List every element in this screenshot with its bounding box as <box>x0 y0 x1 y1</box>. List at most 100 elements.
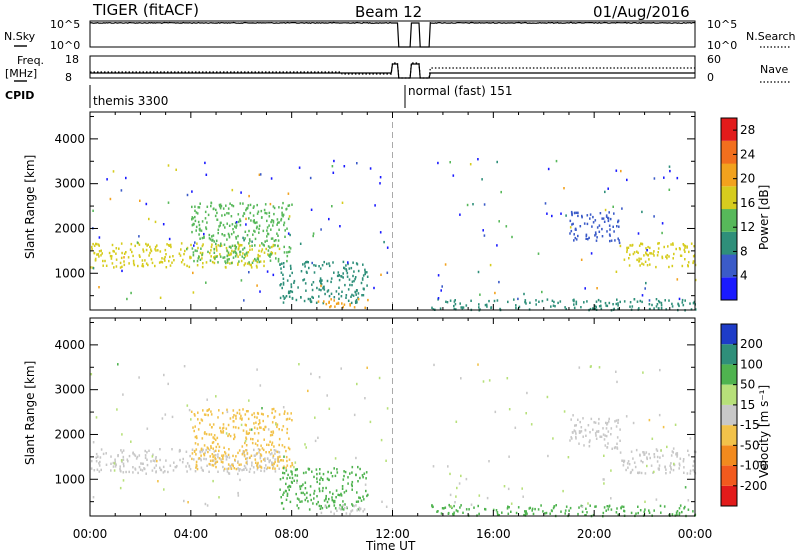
range-gate-cell <box>224 226 226 229</box>
range-gate-cell <box>253 229 255 233</box>
range-gate-cell <box>356 263 359 266</box>
range-gate-cell <box>622 464 625 467</box>
range-gate-cell <box>546 298 549 301</box>
range-gate-cell <box>617 219 620 223</box>
range-gate-cell <box>606 423 608 426</box>
range-gate-cell <box>668 255 670 258</box>
range-gate-cell <box>196 212 199 215</box>
range-gate-cell <box>542 510 544 513</box>
range-gate-cell <box>633 298 636 301</box>
range-gate-cell <box>245 208 247 212</box>
range-gate-cell <box>351 471 353 474</box>
range-gate-cell <box>190 418 192 421</box>
range-gate-cell <box>648 258 650 261</box>
range-gate-cell <box>258 260 261 264</box>
range-gate-cell <box>258 173 261 176</box>
range-gate-cell <box>352 504 354 507</box>
range-gate-cell <box>688 250 690 254</box>
range-gate-cell <box>453 300 456 303</box>
range-gate-cell <box>508 455 510 458</box>
range-gate-cell <box>320 476 322 479</box>
range-gate-cell <box>355 456 357 460</box>
range-gate-cell <box>203 232 205 236</box>
range-gate-cell <box>205 281 207 284</box>
range-gate-cell <box>197 418 199 421</box>
range-gate-cell <box>260 466 263 469</box>
range-gate-cell <box>285 295 288 298</box>
range-gate-cell <box>334 457 337 460</box>
range-gate-cell <box>186 264 188 268</box>
range-gate-cell <box>508 506 510 509</box>
range-gate-cell <box>197 246 199 250</box>
range-gate-cell <box>171 448 173 451</box>
range-gate-cell <box>603 220 606 223</box>
range-gate-cell <box>257 423 260 426</box>
range-gate-cell <box>178 252 181 255</box>
colorbar-swatch <box>721 425 737 446</box>
range-gate-cell <box>591 225 593 228</box>
range-gate-cell <box>269 459 271 462</box>
range-gate-cell <box>619 244 622 248</box>
range-gate-cell <box>535 303 537 306</box>
range-gate-cell <box>234 435 236 439</box>
nsearch-label: N.Search <box>746 30 796 43</box>
range-gate-cell <box>288 484 290 488</box>
range-gate-cell <box>99 456 102 459</box>
range-gate-cell <box>449 472 451 476</box>
range-gate-cell <box>659 368 661 372</box>
range-gate-cell <box>494 291 496 295</box>
range-gate-cell <box>684 486 687 489</box>
range-gate-cell <box>115 265 118 268</box>
range-gate-cell <box>569 232 571 235</box>
colorbar-tick-label: 28 <box>740 123 755 137</box>
range-gate-cell <box>118 247 120 250</box>
range-gate-cell <box>342 508 345 511</box>
range-gate-cell <box>242 214 244 218</box>
range-gate-cell <box>605 421 607 425</box>
range-gate-cell <box>534 507 536 511</box>
range-gate-cell <box>193 458 195 461</box>
range-gate-cell <box>201 265 204 269</box>
colorbar-swatch <box>721 445 737 466</box>
range-gate-cell <box>139 468 142 471</box>
range-gate-cell <box>545 511 548 515</box>
range-gate-cell <box>237 491 239 495</box>
range-gate-cell <box>289 485 292 488</box>
range-gate-cell <box>308 266 310 270</box>
range-gate-cell <box>486 496 489 500</box>
range-gate-cell <box>255 421 257 424</box>
range-gate-cell <box>175 465 177 469</box>
range-gate-cell <box>304 498 307 502</box>
range-gate-cell <box>507 512 510 515</box>
range-gate-cell <box>200 247 202 250</box>
range-gate-cell <box>322 287 324 290</box>
range-gate-cell <box>210 433 213 436</box>
range-gate-cell <box>194 205 196 208</box>
range-gate-cell <box>356 301 358 304</box>
range-gate-cell <box>268 443 270 447</box>
range-gate-cell <box>312 234 314 238</box>
range-gate-cell <box>574 211 576 214</box>
range-gate-cell <box>276 232 278 235</box>
range-gate-cell <box>689 469 692 472</box>
range-gate-cell <box>630 450 633 453</box>
range-gate-cell <box>455 420 458 423</box>
range-gate-cell <box>284 229 286 232</box>
range-gate-cell <box>531 509 533 512</box>
range-gate-cell <box>185 465 187 468</box>
range-gate-cell <box>215 395 217 398</box>
range-gate-cell <box>232 464 234 468</box>
range-gate-cell <box>154 220 157 224</box>
range-gate-cell <box>671 264 674 268</box>
range-gate-cell <box>303 299 306 303</box>
range-gate-cell <box>334 474 337 478</box>
range-gate-cell <box>646 464 648 468</box>
range-gate-cell <box>357 480 359 483</box>
range-gate-cell <box>351 283 353 287</box>
range-gate-cell <box>209 238 212 241</box>
range-gate-cell <box>141 469 144 472</box>
range-gate-cell <box>117 454 119 457</box>
range-gate-cell <box>194 215 196 219</box>
range-gate-cell <box>186 193 189 197</box>
range-gate-cell <box>227 232 230 236</box>
